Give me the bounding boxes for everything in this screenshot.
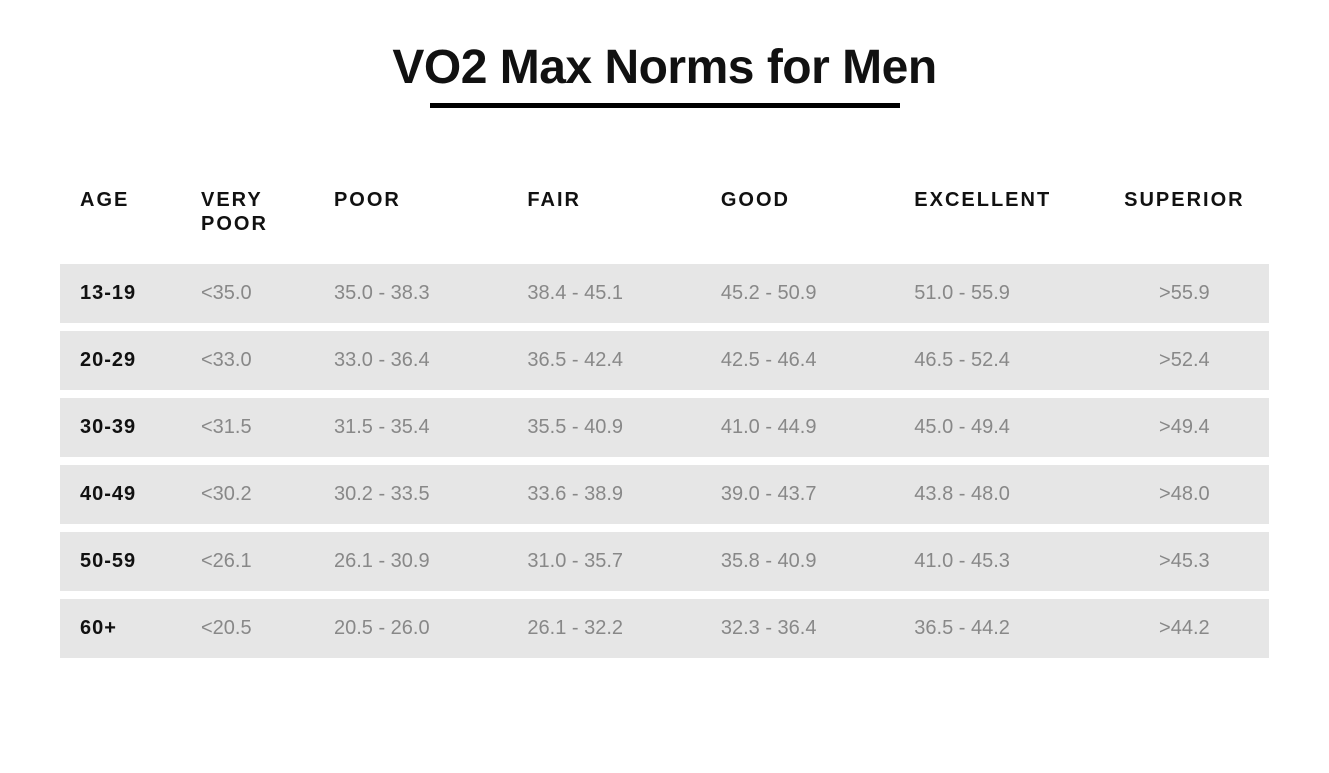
cell-excellent: 46.5 - 52.4 xyxy=(906,331,1099,390)
cell-good: 35.8 - 40.9 xyxy=(713,532,906,591)
cell-age: 13-19 xyxy=(60,264,193,323)
cell-excellent: 51.0 - 55.9 xyxy=(906,264,1099,323)
cell-fair: 31.0 - 35.7 xyxy=(519,532,712,591)
cell-poor: 20.5 - 26.0 xyxy=(326,599,519,658)
cell-fair: 36.5 - 42.4 xyxy=(519,331,712,390)
table-row: 20-29 <33.0 33.0 - 36.4 36.5 - 42.4 42.5… xyxy=(60,331,1269,390)
cell-excellent: 36.5 - 44.2 xyxy=(906,599,1099,658)
table-row: 40-49 <30.2 30.2 - 33.5 33.6 - 38.9 39.0… xyxy=(60,465,1269,524)
cell-age: 20-29 xyxy=(60,331,193,390)
cell-very-poor: <26.1 xyxy=(193,532,326,591)
cell-good: 45.2 - 50.9 xyxy=(713,264,906,323)
cell-good: 41.0 - 44.9 xyxy=(713,398,906,457)
cell-fair: 26.1 - 32.2 xyxy=(519,599,712,658)
col-header-fair: FAIR xyxy=(519,176,712,256)
table-row: 13-19 <35.0 35.0 - 38.3 38.4 - 45.1 45.2… xyxy=(60,264,1269,323)
cell-very-poor: <30.2 xyxy=(193,465,326,524)
vo2-table: AGE VERY POOR POOR FAIR GOOD EXCELLENT S… xyxy=(60,168,1269,666)
cell-excellent: 41.0 - 45.3 xyxy=(906,532,1099,591)
table-body: 13-19 <35.0 35.0 - 38.3 38.4 - 45.1 45.2… xyxy=(60,264,1269,658)
cell-superior: >48.0 xyxy=(1100,465,1269,524)
cell-superior: >49.4 xyxy=(1100,398,1269,457)
cell-excellent: 45.0 - 49.4 xyxy=(906,398,1099,457)
table-row: 30-39 <31.5 31.5 - 35.4 35.5 - 40.9 41.0… xyxy=(60,398,1269,457)
col-header-age: AGE xyxy=(60,176,193,256)
cell-poor: 31.5 - 35.4 xyxy=(326,398,519,457)
col-header-excellent: EXCELLENT xyxy=(906,176,1099,256)
cell-poor: 33.0 - 36.4 xyxy=(326,331,519,390)
table-header-row: AGE VERY POOR POOR FAIR GOOD EXCELLENT S… xyxy=(60,176,1269,256)
page-title: VO2 Max Norms for Men xyxy=(60,40,1269,95)
col-header-poor: POOR xyxy=(326,176,519,256)
cell-very-poor: <33.0 xyxy=(193,331,326,390)
cell-very-poor: <31.5 xyxy=(193,398,326,457)
cell-age: 30-39 xyxy=(60,398,193,457)
cell-superior: >45.3 xyxy=(1100,532,1269,591)
col-header-very-poor: VERY POOR xyxy=(193,176,326,256)
cell-superior: >55.9 xyxy=(1100,264,1269,323)
cell-excellent: 43.8 - 48.0 xyxy=(906,465,1099,524)
cell-age: 40-49 xyxy=(60,465,193,524)
cell-very-poor: <20.5 xyxy=(193,599,326,658)
cell-poor: 30.2 - 33.5 xyxy=(326,465,519,524)
cell-good: 42.5 - 46.4 xyxy=(713,331,906,390)
cell-poor: 35.0 - 38.3 xyxy=(326,264,519,323)
table-row: 60+ <20.5 20.5 - 26.0 26.1 - 32.2 32.3 -… xyxy=(60,599,1269,658)
col-header-superior: SUPERIOR xyxy=(1100,176,1269,256)
cell-good: 32.3 - 36.4 xyxy=(713,599,906,658)
cell-poor: 26.1 - 30.9 xyxy=(326,532,519,591)
cell-superior: >52.4 xyxy=(1100,331,1269,390)
cell-good: 39.0 - 43.7 xyxy=(713,465,906,524)
col-header-good: GOOD xyxy=(713,176,906,256)
cell-fair: 35.5 - 40.9 xyxy=(519,398,712,457)
cell-age: 50-59 xyxy=(60,532,193,591)
cell-very-poor: <35.0 xyxy=(193,264,326,323)
table-row: 50-59 <26.1 26.1 - 30.9 31.0 - 35.7 35.8… xyxy=(60,532,1269,591)
title-underline xyxy=(430,103,900,108)
cell-fair: 38.4 - 45.1 xyxy=(519,264,712,323)
cell-age: 60+ xyxy=(60,599,193,658)
cell-fair: 33.6 - 38.9 xyxy=(519,465,712,524)
cell-superior: >44.2 xyxy=(1100,599,1269,658)
